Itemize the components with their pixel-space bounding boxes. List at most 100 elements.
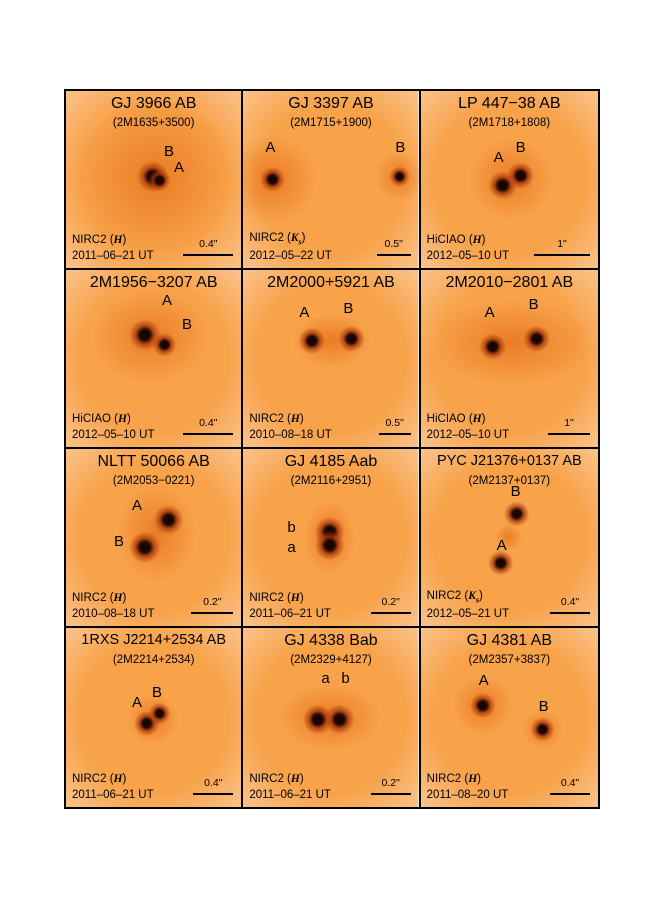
scale-bar (183, 433, 234, 435)
filter-label: H (113, 592, 123, 604)
star-image (420, 91, 598, 268)
filter-label: H (118, 413, 127, 425)
scale-label: 0.4" (199, 417, 218, 429)
scale-bar (549, 793, 590, 795)
scale-label: 0.2" (381, 777, 400, 789)
component-label: B (114, 533, 125, 550)
instrument-name: NIRC2 (249, 413, 284, 425)
panel-subtitle: (2M2357+3837) (468, 654, 551, 666)
instrument-label: NIRC2 (H) (72, 592, 127, 604)
observation-date: 2012–05–10 UT (72, 429, 155, 441)
component-label: B (515, 139, 526, 156)
panel-subtitle: (2M2053−0221) (112, 475, 195, 487)
component-label: b (287, 519, 296, 536)
panel-title: 1RXS J2214+2534 AB (81, 632, 227, 648)
component-label: B (164, 143, 175, 160)
observation-date: 2010–08–18 UT (72, 608, 155, 620)
filter-label: Ks (468, 589, 479, 604)
component-label: a (287, 539, 296, 556)
observation-date: 2010–08–18 UT (249, 429, 332, 441)
instrument-name: HiCIAO (426, 413, 466, 425)
instrument-name: NIRC2 (72, 592, 107, 604)
filter-label: H (472, 234, 482, 246)
component-label: b (341, 670, 350, 687)
panel-title: GJ 3966 AB (110, 95, 197, 112)
instrument-name: NIRC2 (72, 773, 107, 785)
panel-title: PYC J21376+0137 AB (436, 453, 582, 469)
component-label: A (132, 497, 143, 514)
filter-label: Ks (290, 231, 302, 246)
instrument-label: NIRC2 (Ks) (249, 231, 306, 246)
panel-subtitle: (2M1718+1808) (468, 117, 551, 129)
star-image (243, 628, 419, 807)
panel-title: GJ 4338 Bab (284, 632, 378, 649)
panel-title: NLTT 50066 AB (97, 453, 210, 470)
image-panel: GJ 3966 AB (2M1635+3500) B A NIRC2 (H) 2011–0… (66, 91, 244, 270)
panel-title: LP 447−38 AB (458, 95, 561, 112)
component-label: B (395, 139, 406, 156)
component-label: A (478, 672, 489, 689)
component-label: A (496, 537, 507, 554)
observation-date: 2011–06–21 UT (249, 608, 331, 620)
star-image (66, 270, 242, 447)
component-label: B (510, 483, 521, 500)
image-panel: 2M1956−3207 AB A B HiCIAO (H) 2012–05–10 UT 0… (66, 270, 244, 449)
instrument-label: HiCIAO (H) (426, 234, 486, 246)
panel-subtitle: (2M2116+2951) (290, 475, 372, 487)
scale-label: 0.4" (204, 777, 223, 789)
panel-title: 2M2010−2801 AB (445, 274, 574, 291)
scale-label: 0.4" (560, 596, 580, 608)
instrument-label: NIRC2 (H) (249, 592, 304, 604)
scale-bar (193, 793, 234, 795)
filter-label: H (113, 234, 123, 246)
component-label: A (493, 149, 504, 166)
component-label: A (484, 304, 495, 321)
star-image (66, 91, 242, 268)
instrument-name: NIRC2 (249, 231, 284, 244)
instrument-label: NIRC2 (Ks) (426, 589, 483, 604)
scale-label: 0.5" (385, 417, 404, 429)
scale-bar (378, 433, 411, 435)
observation-date: 2011–08–20 UT (426, 789, 509, 801)
panel-subtitle: (2M2137+0137) (468, 475, 551, 487)
scale-label: 0.2" (381, 596, 400, 608)
image-panel: GJ 4185 Aab (2M2116+2951) b a NIRC2 (H) 2011–… (243, 449, 421, 628)
filter-label: H (113, 773, 123, 785)
image-panel: PYC J21376+0137 AB (2M2137+0137) B A NIRC2 (… (420, 449, 598, 628)
observation-date: 2011–06–21 UT (72, 789, 154, 801)
filter-label: H (290, 592, 300, 604)
scale-bar (547, 433, 590, 435)
scale-bar (549, 612, 590, 614)
instrument-name: HiCIAO (426, 234, 466, 246)
observation-date: 2011–06–21 UT (72, 250, 154, 262)
scale-label: 0.4" (199, 238, 218, 250)
instrument-name: NIRC2 (72, 234, 107, 246)
scale-bar (183, 254, 234, 256)
panel-title: 2M2000+5921 AB (267, 274, 395, 291)
component-label: B (182, 316, 193, 333)
observation-date: 2012–05–21 UT (426, 608, 510, 620)
observation-date: 2012–05–10 UT (426, 250, 510, 262)
panel-subtitle: (2M2214+2534) (112, 654, 195, 666)
observation-date: 2012–05–22 UT (249, 250, 332, 262)
component-label: B (343, 300, 354, 317)
component-label: B (538, 698, 549, 715)
image-panel: 1RXS J2214+2534 AB (2M2214+2534) A B NIRC2 (… (66, 628, 244, 807)
image-panel: GJ 3397 AB (2M1715+1900) A B NIRC2 (Ks) 2012–… (243, 91, 421, 270)
filter-label: H (468, 773, 478, 785)
filter-label: H (290, 773, 300, 785)
instrument-name: HiCIAO (72, 413, 111, 425)
image-panel: GJ 4381 AB (2M2357+3837) A B NIRC2 (H) 2011–0… (420, 628, 598, 807)
star-image (420, 628, 598, 807)
panel-title: GJ 4381 AB (466, 632, 553, 649)
figure-grid: GJ 3966 AB (2M1635+3500) B A NIRC2 (H) 2011–0… (64, 89, 600, 809)
panel-title: 2M1956−3207 AB (89, 274, 218, 291)
panel-subtitle: (2M2329+4127) (290, 654, 372, 666)
instrument-label: HiCIAO (H) (72, 413, 131, 425)
scale-label: 1" (557, 238, 567, 250)
scale-bar (370, 612, 411, 614)
image-panel: 2M2000+5921 AB A B NIRC2 (H) 2010–08–18 UT 0.… (243, 270, 421, 449)
scale-bar (376, 254, 411, 256)
scale-label: 1" (564, 417, 574, 429)
star-image (420, 449, 598, 626)
